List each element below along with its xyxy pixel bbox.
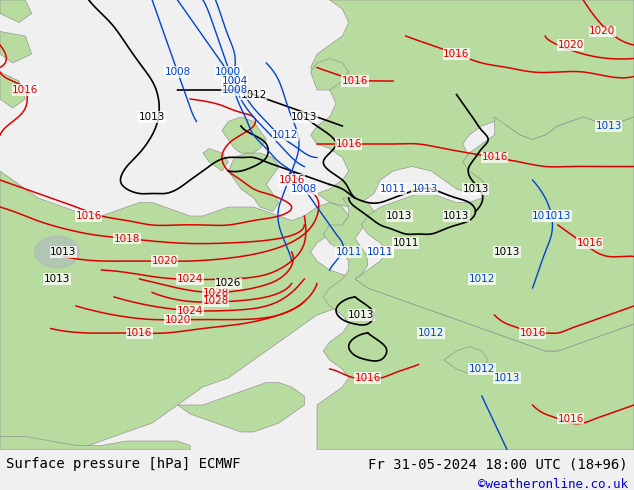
Polygon shape [222, 117, 266, 153]
Text: 1013: 1013 [139, 112, 165, 122]
Text: 1024: 1024 [177, 305, 204, 316]
Text: 1013: 1013 [494, 247, 521, 257]
Text: 1012: 1012 [240, 90, 267, 99]
Text: 1016: 1016 [342, 76, 368, 86]
Polygon shape [178, 383, 304, 432]
Text: 1028: 1028 [202, 296, 229, 307]
Text: 1016: 1016 [354, 373, 381, 383]
Polygon shape [0, 171, 361, 450]
Text: 1013: 1013 [386, 211, 413, 221]
Text: 1024: 1024 [177, 274, 204, 284]
Text: 1011: 1011 [392, 238, 419, 248]
Text: 1013: 1013 [545, 211, 571, 221]
Text: 1028: 1028 [202, 288, 229, 297]
Text: 1012: 1012 [469, 274, 495, 284]
Text: 1020: 1020 [557, 40, 584, 50]
Text: 1016: 1016 [126, 328, 153, 338]
Text: 1013: 1013 [50, 247, 77, 257]
Polygon shape [317, 198, 634, 450]
Text: 1013: 1013 [443, 211, 470, 221]
Text: 1008: 1008 [291, 184, 318, 194]
Circle shape [35, 236, 79, 268]
Text: 1012: 1012 [418, 328, 444, 338]
Text: 1016: 1016 [519, 328, 546, 338]
Text: 1011: 1011 [367, 247, 394, 257]
Text: 1020: 1020 [164, 315, 191, 324]
Polygon shape [444, 346, 488, 373]
Text: 1013: 1013 [494, 373, 521, 383]
Text: 1008: 1008 [221, 85, 248, 95]
Text: 1016: 1016 [12, 85, 39, 95]
Text: 1000: 1000 [215, 67, 242, 77]
Text: 1016: 1016 [335, 139, 362, 149]
Text: 1012: 1012 [532, 211, 559, 221]
Text: 1016: 1016 [443, 49, 470, 59]
Polygon shape [0, 72, 25, 108]
Text: 1013: 1013 [411, 184, 438, 194]
Text: 1016: 1016 [557, 414, 584, 423]
Polygon shape [0, 0, 32, 23]
Polygon shape [355, 117, 634, 351]
Text: 1012: 1012 [272, 130, 299, 140]
Polygon shape [203, 148, 228, 171]
Text: 1016: 1016 [75, 211, 102, 221]
Text: 1020: 1020 [152, 256, 178, 266]
Text: 1013: 1013 [367, 247, 394, 257]
Polygon shape [0, 437, 190, 450]
Text: Fr 31-05-2024 18:00 UTC (18+96): Fr 31-05-2024 18:00 UTC (18+96) [368, 457, 628, 471]
Text: 1016: 1016 [278, 175, 305, 185]
Text: 1026: 1026 [215, 278, 242, 289]
Text: 1012: 1012 [469, 364, 495, 374]
Text: 1011: 1011 [380, 184, 406, 194]
Text: 1004: 1004 [221, 76, 248, 86]
Polygon shape [311, 0, 634, 207]
Polygon shape [311, 58, 349, 90]
Text: 1013: 1013 [44, 274, 70, 284]
Text: 1011: 1011 [335, 247, 362, 257]
Text: 1013: 1013 [595, 121, 622, 131]
Text: 1013: 1013 [348, 310, 375, 320]
Text: 1008: 1008 [164, 67, 191, 77]
Text: 1013: 1013 [291, 112, 318, 122]
Text: 1020: 1020 [589, 26, 616, 36]
Text: 1016: 1016 [481, 152, 508, 163]
Text: 1013: 1013 [462, 184, 489, 194]
Polygon shape [0, 31, 32, 63]
Text: Surface pressure [hPa] ECMWF: Surface pressure [hPa] ECMWF [6, 457, 241, 471]
Polygon shape [228, 153, 279, 212]
Text: ©weatheronline.co.uk: ©weatheronline.co.uk [477, 477, 628, 490]
Text: 1018: 1018 [113, 234, 140, 244]
Text: 1016: 1016 [576, 238, 603, 248]
